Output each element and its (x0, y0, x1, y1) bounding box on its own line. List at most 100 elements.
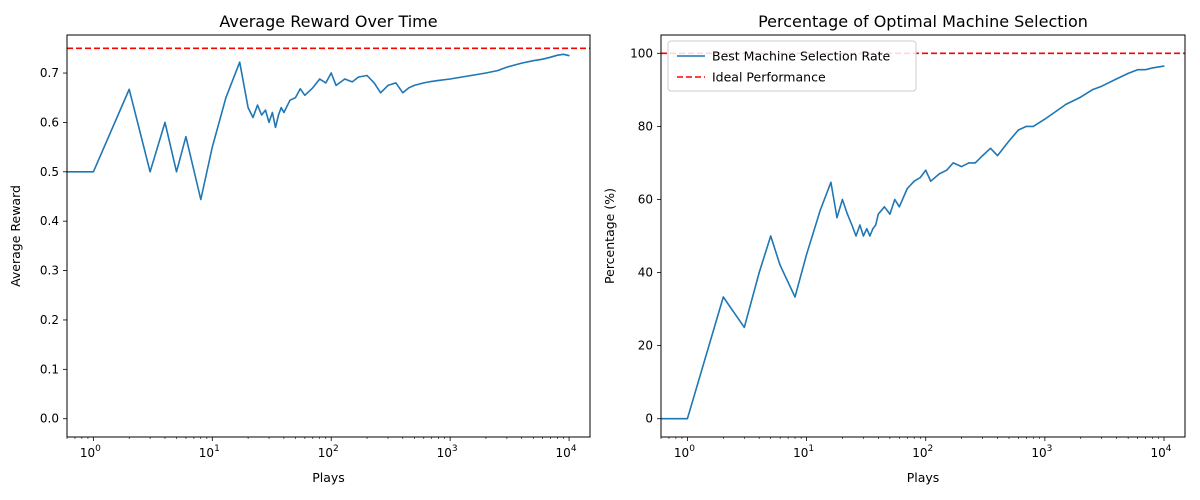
x-tick-label: 104 (1151, 444, 1172, 460)
data-point (92, 171, 94, 173)
data-point (387, 84, 389, 86)
data-point (268, 121, 270, 123)
chart-title: Average Reward Over Time (219, 12, 437, 31)
data-point (846, 213, 849, 215)
data-point (261, 114, 263, 116)
data-point (974, 162, 976, 164)
data-point (225, 97, 227, 99)
data-point (175, 171, 178, 173)
data-point (877, 213, 879, 215)
data-point (271, 111, 273, 114)
x-tick-label: 103 (1031, 444, 1052, 460)
plot-frame (660, 34, 1186, 438)
data-point (319, 78, 321, 80)
data-point (1080, 96, 1082, 98)
data-point (1163, 65, 1165, 67)
data-point (919, 176, 921, 179)
data-point (743, 326, 745, 328)
y-tick-label: 0.5 (40, 165, 59, 179)
series-line (67, 53, 570, 201)
data-point (149, 171, 151, 173)
data-point (185, 136, 187, 138)
data-point (806, 253, 808, 255)
data-point (722, 296, 724, 298)
y-tick-label: 60 (638, 192, 653, 206)
data-point (380, 92, 382, 94)
data-point (883, 206, 886, 208)
data-point (431, 80, 433, 82)
data-point (449, 78, 451, 80)
data-point (996, 155, 999, 157)
plot-frame (66, 34, 591, 438)
legend-box (667, 40, 917, 92)
chart-title: Percentage of Optimal Machine Selection (758, 12, 1088, 31)
data-point (373, 82, 375, 84)
data-point (506, 66, 508, 68)
y-tick-label: 0.6 (40, 115, 59, 129)
data-point (330, 72, 332, 74)
y-tick-label: 80 (638, 119, 653, 133)
data-point (556, 54, 559, 56)
data-point (264, 109, 267, 111)
data-point (128, 88, 130, 90)
data-point (889, 213, 891, 215)
data-point (869, 235, 871, 237)
data-point (819, 209, 821, 211)
data-point (961, 166, 963, 168)
y-tick-label: 0.7 (40, 66, 59, 80)
data-point (568, 55, 570, 57)
data-point (686, 418, 689, 420)
y-axis-label: Percentage (%) (602, 188, 617, 284)
data-point (413, 84, 415, 86)
data-point (1091, 89, 1093, 91)
y-tick-label: 0 (645, 412, 653, 426)
data-point (758, 271, 760, 274)
data-point (1032, 125, 1034, 127)
data-point (779, 264, 781, 266)
data-point (982, 155, 984, 157)
data-point (470, 74, 472, 77)
data-point (294, 97, 296, 99)
data-point (1008, 140, 1010, 142)
legend-label-series: Best Machine Selection Rate (712, 49, 891, 64)
data-point (875, 224, 877, 226)
data-point (550, 56, 552, 58)
data-point (925, 169, 927, 171)
data-point (913, 180, 915, 182)
data-point (277, 114, 280, 116)
data-point (344, 78, 346, 80)
y-tick-label: 0.4 (40, 214, 59, 228)
data-point (968, 162, 970, 164)
data-point (252, 116, 254, 119)
data-point (872, 228, 874, 230)
data-point (280, 107, 282, 109)
data-point (1116, 78, 1118, 80)
data-point (894, 198, 896, 201)
data-point (289, 99, 291, 101)
y-tick-label: 0.1 (40, 362, 59, 376)
data-point (247, 107, 249, 109)
data-point (325, 82, 327, 84)
data-point (906, 187, 908, 190)
data-point (898, 206, 900, 208)
x-tick-label: 104 (556, 444, 577, 460)
legend-label-reference: Ideal Performance (712, 70, 826, 85)
x-tick-label: 101 (199, 444, 220, 460)
data-point (366, 74, 368, 77)
data-point (836, 217, 838, 219)
x-tick-label: 101 (793, 444, 814, 460)
data-point (1137, 69, 1139, 71)
data-point (930, 180, 932, 182)
data-point (770, 235, 772, 237)
data-point (952, 162, 954, 164)
x-tick-label: 102 (912, 444, 933, 460)
data-point (542, 58, 544, 60)
y-tick-label: 0.3 (40, 264, 59, 278)
x-tick-label: 100 (674, 444, 695, 460)
data-point (1044, 118, 1046, 120)
data-point (1101, 85, 1103, 87)
data-point (408, 87, 410, 89)
data-point (164, 121, 166, 123)
data-point (830, 181, 832, 183)
